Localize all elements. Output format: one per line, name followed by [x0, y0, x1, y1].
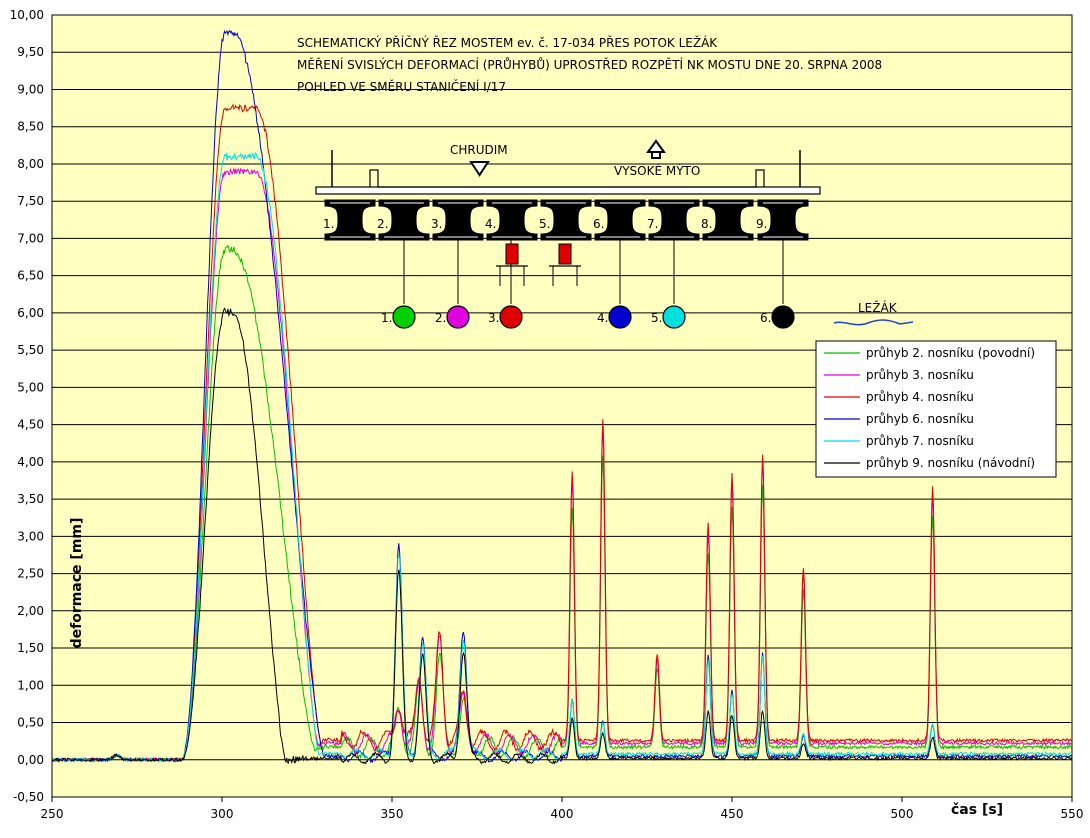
y-tick-label: 5,00	[17, 380, 44, 394]
chart-title-line-3: POHLED VE SMĚRU STANIČENÍ I/17	[297, 79, 506, 94]
x-tick-label: 350	[381, 807, 404, 821]
beam-6: 6.	[593, 199, 646, 241]
y-tick-label: 1,00	[17, 678, 44, 692]
x-tick-label: 400	[551, 807, 574, 821]
legend: průhyb 2. nosníku (povodní) průhyb 3. nos…	[815, 340, 1057, 478]
y-tick-label: 9,00	[17, 82, 44, 96]
y-tick-label: 10,00	[10, 8, 44, 22]
y-tick-label: 2,00	[17, 604, 44, 618]
direction-left-label: CHRUDIM	[450, 143, 508, 157]
stream-label: LEŽÁK	[858, 300, 898, 315]
y-tick-label: 6,00	[17, 306, 44, 320]
beam-number: 1.	[323, 217, 334, 231]
arrow-up-icon	[646, 139, 666, 159]
sensor-5	[662, 305, 686, 329]
beam-number: 4.	[485, 217, 496, 231]
support-5	[549, 243, 581, 286]
chart-title-line-2: MĚŘENÍ SVISLÝCH DEFORMACÍ (PRŮHYBŮ) UPRO…	[297, 57, 882, 72]
support-4	[496, 243, 528, 286]
beam-1: 1.	[323, 199, 376, 241]
sensor-3	[499, 305, 523, 329]
y-tick-label: 8,00	[17, 157, 44, 171]
y-axis-label: deformace [mm]	[69, 518, 85, 649]
x-tick-label: 550	[1061, 807, 1084, 821]
y-tick-label: 3,00	[17, 529, 44, 543]
chart-title-line-1: SCHEMATICKÝ PŘÍČNÝ ŘEZ MOSTEM ev. č. 17-…	[297, 35, 718, 50]
sensor-1	[392, 305, 416, 329]
beam-5: 5.	[539, 199, 592, 241]
sensor-number: 5.	[651, 311, 662, 325]
beam-number: 3.	[431, 217, 442, 231]
x-axis-label: čas [s]	[951, 802, 1003, 818]
series-line-2	[51, 167, 1073, 763]
beam-3: 3.	[431, 199, 484, 241]
stream-flow-icon	[833, 319, 914, 326]
sensor-markers: 1. 2. 3. 4. 5. 6.	[381, 305, 795, 329]
bridge-beams: 1. 2. 3. 4. 5. 6. 7. 8. 9.	[323, 199, 809, 241]
legend-entry: průhyb 3. nosníku	[866, 368, 974, 382]
legend-entry: průhyb 4. nosníku	[866, 390, 974, 404]
series-line-1	[51, 244, 1073, 763]
legend-entry: průhyb 7. nosníku	[866, 434, 974, 448]
sensor-2	[446, 305, 470, 329]
beam-number: 2.	[377, 217, 388, 231]
sensor-number: 6.	[760, 311, 771, 325]
bridge-deck	[315, 186, 821, 195]
y-tick-label: -0,50	[13, 790, 44, 804]
x-tick-label: 300	[211, 807, 234, 821]
y-tick-label: 3,50	[17, 492, 44, 506]
gridlines	[51, 14, 1073, 798]
beam-2: 2.	[377, 199, 430, 241]
beam-4: 4.	[485, 199, 538, 241]
y-tick-label: 6,50	[17, 269, 44, 283]
y-tick-label: 2,50	[17, 567, 44, 581]
y-tick-label: 8,50	[17, 120, 44, 134]
beam-9: 9.	[756, 199, 809, 241]
x-tick-label: 250	[41, 807, 64, 821]
y-tick-label: 7,00	[17, 231, 44, 245]
beam-number: 5.	[539, 217, 550, 231]
sensor-6	[771, 305, 795, 329]
y-tick-label: 5,50	[17, 343, 44, 357]
bridge-cross-section-diagram: 1. 2. 3. 4. 5. 6. 7. 8. 9. 1. 2. 3. 4. 5. 6. CHRUDIM …	[315, 139, 914, 329]
x-tick-label: 450	[721, 807, 744, 821]
y-tick-label: 7,50	[17, 194, 44, 208]
y-tick-label: 4,00	[17, 455, 44, 469]
legend-entry: průhyb 6. nosníku	[866, 412, 974, 426]
sensor-number: 1.	[381, 311, 392, 325]
sensor-number: 2.	[435, 311, 446, 325]
beam-7: 7.	[647, 199, 700, 241]
y-tick-label: 1,50	[17, 641, 44, 655]
legend-entry: průhyb 2. nosníku (povodní)	[866, 346, 1035, 360]
beam-number: 7.	[647, 217, 658, 231]
beam-number: 9.	[756, 217, 767, 231]
series-line-6	[51, 307, 1073, 765]
series-line-3	[51, 103, 1073, 763]
legend-entry: průhyb 9. nosníku (návodní)	[866, 456, 1035, 470]
sensor-number: 3.	[488, 311, 499, 325]
sensor-number: 4.	[597, 311, 608, 325]
sensor-4	[608, 305, 632, 329]
series-line-5	[51, 151, 1073, 763]
x-tick-label: 500	[891, 807, 914, 821]
x-axis-ticks: 250 300 350 400 450 500 550	[41, 797, 1084, 821]
y-tick-label: 4,50	[17, 418, 44, 432]
beam-number: 8.	[701, 217, 712, 231]
direction-right-label: VYSOKÉ MÝTO	[614, 163, 700, 178]
y-tick-label: 9,50	[17, 45, 44, 59]
arrow-down-icon	[469, 161, 490, 177]
y-tick-label: 0,50	[17, 716, 44, 730]
beam-number: 6.	[593, 217, 604, 231]
y-axis-ticks: -0,50 0,00 0,50 1,00 1,50 2,00 2,50 3,00 3,50 4,0…	[10, 8, 44, 804]
series-lines	[51, 29, 1073, 765]
beam-8: 8.	[701, 199, 754, 241]
y-tick-label: 0,00	[17, 753, 44, 767]
